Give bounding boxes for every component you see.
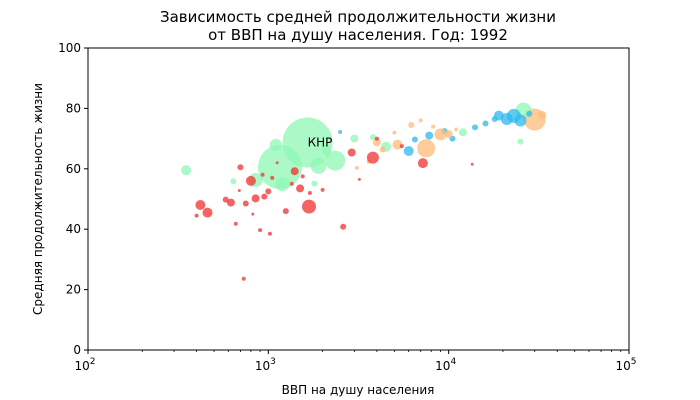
data-point xyxy=(517,138,524,145)
data-point xyxy=(251,194,260,203)
y-axis-label: Средняя продолжительность жизни xyxy=(31,83,45,315)
point-annotation: КНР xyxy=(308,136,333,150)
y-tick-label: 100 xyxy=(58,41,81,55)
data-point xyxy=(338,130,343,134)
data-point xyxy=(251,212,255,216)
data-point xyxy=(347,148,356,157)
data-point xyxy=(431,124,436,129)
x-tick-label: 105 xyxy=(615,357,636,373)
data-point xyxy=(325,150,346,171)
data-point xyxy=(258,145,302,189)
data-point xyxy=(444,130,453,139)
data-point xyxy=(222,196,229,203)
data-point xyxy=(290,167,299,176)
data-point xyxy=(403,146,414,156)
data-point xyxy=(265,188,272,195)
x-tick-label: 104 xyxy=(435,357,456,373)
data-point xyxy=(399,144,404,149)
y-axis: 0 20 40 60 80 100 xyxy=(58,41,88,357)
data-point xyxy=(241,276,246,281)
data-point xyxy=(245,175,256,186)
data-point xyxy=(195,200,206,210)
data-point xyxy=(417,158,428,169)
data-point xyxy=(374,136,379,141)
data-point xyxy=(296,184,305,193)
data-point xyxy=(354,165,359,170)
data-point xyxy=(237,164,244,171)
data-point xyxy=(321,145,332,156)
data-point xyxy=(202,207,213,218)
data-point xyxy=(408,122,415,128)
y-tick-label: 0 xyxy=(73,343,81,357)
data-point xyxy=(289,181,294,186)
data-point xyxy=(417,139,436,158)
data-point xyxy=(261,193,268,200)
data-point xyxy=(454,127,459,132)
data-point xyxy=(434,128,447,141)
chart-subtitle: от ВВП на душу населения. Год: 1992 xyxy=(208,26,508,44)
data-point xyxy=(372,138,381,147)
data-point xyxy=(411,136,418,143)
x-axis: 102 103 104 105 xyxy=(74,350,637,373)
data-point xyxy=(538,111,547,119)
data-point xyxy=(425,131,434,140)
data-point xyxy=(526,110,533,117)
data-point xyxy=(307,191,312,195)
chart-title: Зависимость средней продолжительности жи… xyxy=(160,8,556,26)
data-point xyxy=(458,128,467,137)
data-point xyxy=(275,177,290,192)
data-point xyxy=(369,134,376,141)
data-point xyxy=(379,146,386,153)
data-point xyxy=(302,199,316,214)
data-point xyxy=(194,213,199,218)
data-point xyxy=(181,165,192,176)
x-axis-label: ВВП на душу населения xyxy=(282,383,435,397)
data-point xyxy=(311,180,318,187)
data-point xyxy=(472,124,478,131)
data-point xyxy=(350,134,359,143)
data-point xyxy=(258,228,263,233)
x-tick-label: 102 xyxy=(74,357,95,373)
data-point xyxy=(300,174,305,179)
data-point xyxy=(482,120,489,127)
data-point xyxy=(242,200,249,207)
data-point xyxy=(260,172,265,177)
data-point xyxy=(237,189,241,192)
points-layer xyxy=(181,102,547,281)
y-tick-label: 60 xyxy=(66,162,81,176)
data-point xyxy=(392,139,403,150)
data-point xyxy=(310,157,327,174)
data-point xyxy=(269,138,282,151)
data-point xyxy=(226,198,235,207)
annotation-layer: КНР xyxy=(308,136,333,150)
data-point xyxy=(282,208,289,215)
data-point xyxy=(233,221,238,226)
data-point xyxy=(340,223,347,230)
data-point xyxy=(270,175,275,180)
data-point xyxy=(392,130,397,135)
data-point xyxy=(366,151,379,164)
y-tick-label: 80 xyxy=(66,101,81,115)
data-point xyxy=(500,113,513,125)
data-point xyxy=(514,114,527,127)
data-point xyxy=(267,231,272,236)
x-tick-label: 103 xyxy=(255,357,276,373)
y-tick-label: 20 xyxy=(66,283,81,297)
data-point xyxy=(418,118,423,123)
data-point xyxy=(491,116,498,122)
data-point xyxy=(320,187,325,192)
plot-frame xyxy=(87,47,630,351)
data-point xyxy=(357,177,361,181)
y-tick-label: 40 xyxy=(66,222,81,236)
data-point xyxy=(230,178,237,185)
data-point xyxy=(470,162,474,166)
data-point xyxy=(275,161,279,165)
